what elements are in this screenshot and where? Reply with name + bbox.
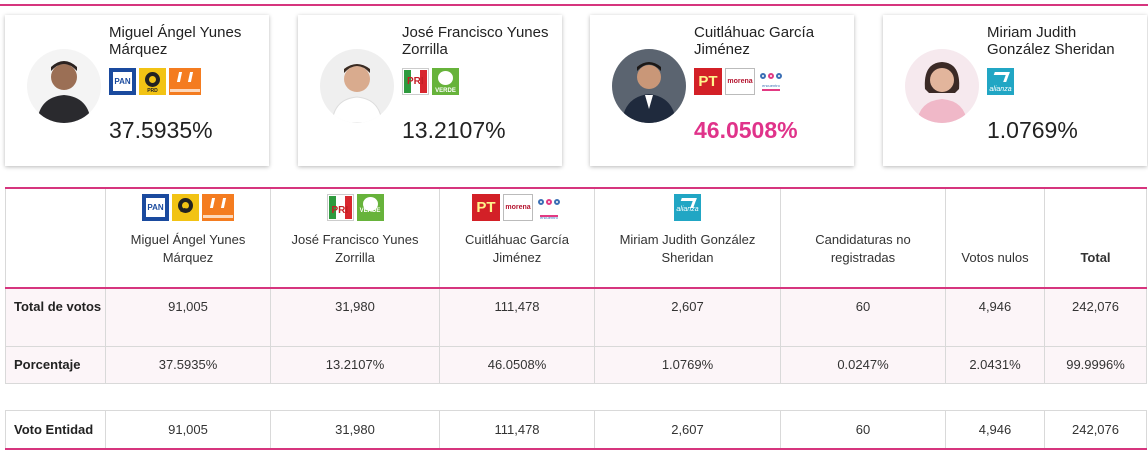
candidate-name: Cuitláhuac García Jiménez (694, 24, 815, 58)
table-header-row: PAN PRD Miguel Ángel Yunes Márquez PRI V… (5, 187, 1147, 289)
table-cell: 13.2107% (270, 345, 440, 384)
alianza-logo-icon: alianza (674, 194, 701, 221)
pri-logo-icon: PRI (326, 194, 354, 221)
candidate-card: Miriam Judith González Sheridan alianza … (883, 15, 1147, 166)
morena-logo-icon: morena (503, 194, 533, 221)
table-cell: 242,076 (1044, 410, 1147, 449)
table-cell: 37.5935% (105, 345, 271, 384)
candidate-name: José Francisco Yunes Zorrilla (402, 24, 549, 58)
mc-logo-icon (169, 68, 201, 95)
table-cell: 99.9996% (1044, 345, 1147, 384)
morena-logo-icon: morena (725, 68, 755, 95)
pan-logo-icon: PAN (142, 194, 169, 221)
table-cell: 111,478 (439, 287, 595, 347)
header-label: Miguel Ángel Yunes Márquez (130, 232, 246, 265)
alianza-logo-icon: alianza (987, 68, 1014, 95)
results-table: PAN PRD Miguel Ángel Yunes Márquez PRI V… (5, 187, 1147, 384)
header-cell: PT morena encuentro Cuitláhuac García Ji… (439, 187, 595, 289)
candidate-name: Miguel Ángel Yunes Márquez (109, 24, 242, 58)
table-cell: 0.0247% (780, 345, 946, 384)
party-logos: PT morena encuentro (694, 68, 784, 95)
header-cell: Candidaturas no registradas (780, 187, 946, 289)
pt-logo-icon: PT (694, 68, 722, 95)
header-label: Total (1080, 250, 1111, 265)
table-cell: 2,607 (594, 287, 781, 347)
pt-logo-icon: PT (472, 194, 500, 221)
candidate-name: Miriam Judith González Sheridan (987, 24, 1115, 58)
candidate-photo-icon (320, 49, 394, 123)
header-cell: PAN PRD Miguel Ángel Yunes Márquez (105, 187, 271, 289)
header-label: Miriam Judith González Sheridan (619, 232, 756, 265)
empty-header-cell (5, 187, 106, 289)
row-label: Voto Entidad (5, 410, 106, 449)
mc-logo-icon (202, 194, 234, 221)
table-cell: 111,478 (439, 410, 595, 449)
header-cell: alianza Miriam Judith González Sheridan (594, 187, 781, 289)
table-cell: 242,076 (1044, 287, 1147, 347)
pes-logo-icon: encuentro (536, 194, 562, 221)
table-cell: 46.0508% (439, 345, 595, 384)
table-cell: 4,946 (945, 410, 1045, 449)
row-label: Total de votos (5, 287, 106, 347)
header-cell: PRI VERDE José Francisco Yunes Zorrilla (270, 187, 440, 289)
header-label: Votos nulos (961, 250, 1029, 265)
voto-entidad-table: Voto Entidad 91,005 31,980 111,478 2,607… (5, 410, 1147, 450)
table-cell: 31,980 (270, 287, 440, 347)
table-row: Voto Entidad 91,005 31,980 111,478 2,607… (5, 410, 1147, 449)
table-cell: 2,607 (594, 410, 781, 449)
header-label: Cuitláhuac García Jiménez (464, 232, 570, 265)
candidate-percentage: 37.5935% (109, 117, 213, 143)
table-cell: 91,005 (105, 287, 271, 347)
candidate-photo-icon (27, 49, 101, 123)
table-cell: 31,980 (270, 410, 440, 449)
candidate-photo-icon (612, 49, 686, 123)
candidate-card: Cuitláhuac García Jiménez PT morena encu… (590, 15, 854, 166)
verde-logo-icon: VERDE (432, 68, 459, 95)
party-logos: PRI VERDE (402, 68, 459, 95)
candidate-percentage: 1.0769% (987, 117, 1078, 143)
table-cell: 4,946 (945, 287, 1045, 347)
header-cell: Votos nulos (945, 187, 1045, 289)
table-cell: 60 (780, 410, 946, 449)
candidate-card: Miguel Ángel Yunes Márquez PAN PRD 37.59… (5, 15, 269, 166)
candidate-card: José Francisco Yunes Zorrilla PRI VERDE … (298, 15, 562, 166)
table-cell: 2.0431% (945, 345, 1045, 384)
pan-logo-icon: PAN (109, 68, 136, 95)
header-label: José Francisco Yunes Zorrilla (291, 232, 419, 265)
table-cell: 91,005 (105, 410, 271, 449)
header-label: Candidaturas no registradas (815, 232, 911, 265)
pes-logo-icon: encuentro (758, 68, 784, 95)
table-cell: 1.0769% (594, 345, 781, 384)
row-label: Porcentaje (5, 345, 106, 384)
table-row: Porcentaje 37.5935% 13.2107% 46.0508% 1.… (5, 345, 1147, 384)
prd-logo-icon: PRD (172, 194, 199, 221)
party-logos: PAN PRD (109, 68, 201, 95)
candidate-photo-icon (905, 49, 979, 123)
table-row: Total de votos 91,005 31,980 111,478 2,6… (5, 287, 1147, 347)
pri-logo-icon: PRI (402, 68, 429, 95)
header-cell-total: Total (1044, 187, 1147, 289)
candidate-percentage: 13.2107% (402, 117, 506, 143)
prd-logo-icon: PRD (139, 68, 166, 95)
top-accent-rule (0, 4, 1148, 6)
party-logos: alianza (987, 68, 1014, 95)
verde-logo-icon: VERDE (356, 194, 384, 221)
table-cell: 60 (780, 287, 946, 347)
candidate-percentage-winner: 46.0508% (694, 117, 798, 143)
